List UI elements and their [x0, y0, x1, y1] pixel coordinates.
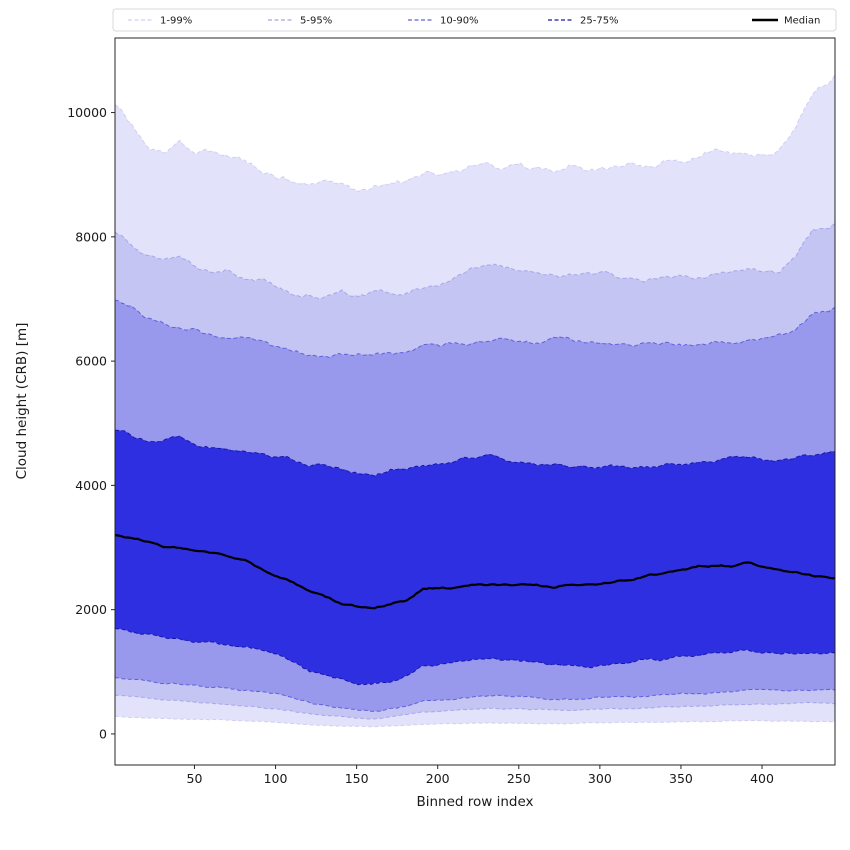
legend-entry-label: 10-90% — [440, 16, 479, 27]
y-tick-label: 8000 — [75, 229, 107, 244]
legend-entry-label: Median — [784, 16, 820, 27]
y-tick-label: 0 — [99, 726, 107, 741]
legend-entry-label: 5-95% — [300, 16, 332, 27]
legend-box — [112, 8, 837, 32]
x-tick-label: 350 — [669, 771, 693, 786]
band-fill-25-75% — [115, 430, 835, 685]
percentile-line-p95 — [114, 223, 836, 300]
legend-entry-label: 25-75% — [580, 16, 619, 27]
y-tick-label: 2000 — [75, 602, 107, 617]
percentile-line-p5 — [114, 694, 836, 720]
y-tick-label: 6000 — [75, 354, 107, 369]
y-tick-label: 10000 — [67, 105, 107, 120]
y-axis-label: Cloud height (CRB) [m] — [14, 323, 30, 480]
x-tick-label: 300 — [588, 771, 612, 786]
x-axis-label: Binned row index — [416, 794, 533, 810]
percentile-line-p1 — [114, 715, 836, 728]
x-tick-label: 100 — [264, 771, 288, 786]
median-line — [114, 534, 836, 610]
percentile-line-p25 — [114, 628, 836, 686]
percentile-line-p10 — [114, 677, 836, 712]
plot-border — [114, 37, 836, 766]
percentile-line-p99 — [114, 74, 836, 193]
legend-entry-label: 1-99% — [160, 16, 192, 27]
x-tick-label: 400 — [750, 771, 774, 786]
y-tick-label: 4000 — [75, 478, 107, 493]
x-tick-label: 150 — [345, 771, 369, 786]
percentile-line-p90 — [114, 299, 836, 358]
x-tick-label: 250 — [507, 771, 531, 786]
x-tick-label: 50 — [187, 771, 203, 786]
x-tick-label: 200 — [426, 771, 450, 786]
